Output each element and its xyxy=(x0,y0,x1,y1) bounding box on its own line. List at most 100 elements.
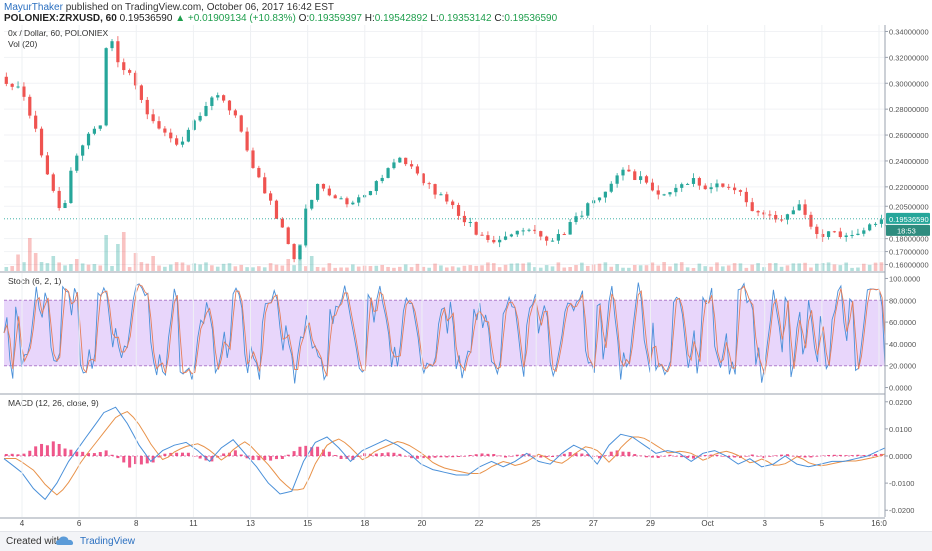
volume-bar xyxy=(715,262,719,271)
candle-body xyxy=(744,191,748,203)
volume-bar xyxy=(110,266,114,271)
macd-histogram-bar xyxy=(104,450,108,456)
time-axis[interactable]: 4 6 8 11 13 15 18 20 22 25 27 29 Oct 3 5 16:0 xyxy=(20,519,888,528)
y-tick-label: 100.0000 xyxy=(889,274,920,283)
candle-body xyxy=(480,234,484,236)
last-price-label: 0.19536590 xyxy=(889,215,929,224)
macd-pane-title: MACD (12, 26, close, 9) xyxy=(8,398,99,408)
macd-histogram-bar xyxy=(163,453,167,456)
volume-bar xyxy=(568,267,572,271)
author-link[interactable]: MayurThaker xyxy=(4,2,63,13)
macd-histogram-bar xyxy=(744,456,748,457)
macd-histogram-bar xyxy=(574,452,578,456)
candle-body xyxy=(509,234,514,237)
macd-histogram-bar xyxy=(721,456,725,457)
macd-histogram-bar xyxy=(69,449,73,456)
macd-histogram-bar xyxy=(404,456,408,457)
price-pane[interactable]: 0.34000000 0.32000000 0.30000000 0.28000000… xyxy=(4,27,930,271)
volume-bar xyxy=(738,263,743,271)
publish-info: MayurThaker published on TradingView.com… xyxy=(4,2,334,13)
candle-body xyxy=(715,183,719,188)
volume-bar xyxy=(867,264,872,271)
macd-histogram-bar xyxy=(874,453,878,456)
volume-bar xyxy=(662,262,666,271)
macd-histogram-bar xyxy=(40,443,44,456)
macd-histogram-bar xyxy=(186,452,190,456)
macd-histogram-bar xyxy=(703,455,707,456)
volume-bar xyxy=(80,263,85,271)
stoch-pane[interactable]: 100.0000 80.0000 60.0000 40.0000 20.0000 0.00… xyxy=(3,274,920,393)
macd-histogram-bar xyxy=(639,455,643,457)
candle-body xyxy=(539,231,543,237)
volume-bar xyxy=(22,262,26,271)
volume-bar xyxy=(597,263,602,271)
volume-bar xyxy=(544,265,549,271)
candle-body xyxy=(609,183,613,192)
last-price: 0.19536590 xyxy=(119,13,173,24)
volume-bar xyxy=(27,238,32,271)
candle-body xyxy=(492,239,496,243)
macd-histogram-bar xyxy=(380,453,384,456)
macd-histogram-bar xyxy=(51,441,55,456)
candle-body xyxy=(768,214,772,216)
candle-body xyxy=(756,211,760,213)
stoch-d-line xyxy=(3,284,886,377)
candle-body xyxy=(368,191,373,196)
macd-histogram-bar xyxy=(81,451,85,456)
macd-histogram-bar xyxy=(451,456,455,458)
candle-body xyxy=(251,150,255,168)
candle-body xyxy=(856,233,860,236)
volume-bar xyxy=(415,263,420,271)
close-label: C: xyxy=(494,13,505,24)
macd-histogram-bar xyxy=(145,456,149,464)
macd-histogram-bar xyxy=(733,456,737,458)
volume-bar xyxy=(127,267,132,271)
volume-bar xyxy=(356,266,361,271)
volume-bar xyxy=(638,265,643,271)
macd-histogram-bar xyxy=(34,446,38,456)
y-tick-label: 0.16000000 xyxy=(889,261,929,270)
macd-histogram-bar xyxy=(298,446,302,456)
volume-bar xyxy=(691,267,696,271)
volume-bar xyxy=(879,262,884,271)
symbol-info: POLONIEX:ZRXUSD, 60 0.19536590 ▲ +0.0190… xyxy=(4,13,557,24)
y-tick-label: 0.20500000 xyxy=(889,202,929,211)
candle-body xyxy=(809,214,813,227)
candle-body xyxy=(145,99,149,115)
candle-body xyxy=(680,184,684,188)
volume-bar xyxy=(380,264,384,271)
macd-histogram-bar xyxy=(586,453,590,456)
volume-bar xyxy=(421,266,426,271)
volume-bar xyxy=(151,256,155,271)
chart-canvas[interactable]: 0.34000000 0.32000000 0.30000000 0.28000000… xyxy=(0,25,932,530)
volume-bar xyxy=(292,265,296,271)
volume-bar xyxy=(773,263,778,271)
candle-body xyxy=(439,194,443,196)
macd-pane[interactable]: 0.0200 0.0100 0.0000 -0.0100 -0.0200 MACD (12… xyxy=(3,398,914,515)
volume-bar xyxy=(139,262,144,271)
macd-histogram-bar xyxy=(116,456,120,459)
volume-bar xyxy=(533,267,537,271)
macd-histogram-bar xyxy=(45,445,49,456)
countdown-label: 18:53 xyxy=(897,226,916,235)
candle-body xyxy=(603,191,607,198)
volume-bar xyxy=(815,263,819,271)
macd-histogram-bar xyxy=(832,454,836,456)
tradingview-brand-link[interactable]: TradingView xyxy=(80,536,136,547)
macd-histogram-bar xyxy=(181,452,184,456)
candle-body xyxy=(597,197,602,201)
candle-body xyxy=(409,164,414,167)
macd-histogram-bar xyxy=(791,455,795,457)
high-label: H: xyxy=(364,13,375,24)
candle-body xyxy=(57,190,61,209)
close-value: 0.19536590 xyxy=(504,13,558,24)
macd-histogram-bar xyxy=(445,456,449,458)
macd-histogram-bar xyxy=(668,454,672,456)
macd-histogram-bar xyxy=(862,455,866,456)
y-tick-label: 0.0100 xyxy=(889,425,912,434)
candle-body xyxy=(838,231,842,238)
macd-histogram-bar xyxy=(656,456,660,459)
macd-histogram-bar xyxy=(63,448,67,456)
candle-body xyxy=(697,178,701,186)
candle-body xyxy=(550,240,555,242)
